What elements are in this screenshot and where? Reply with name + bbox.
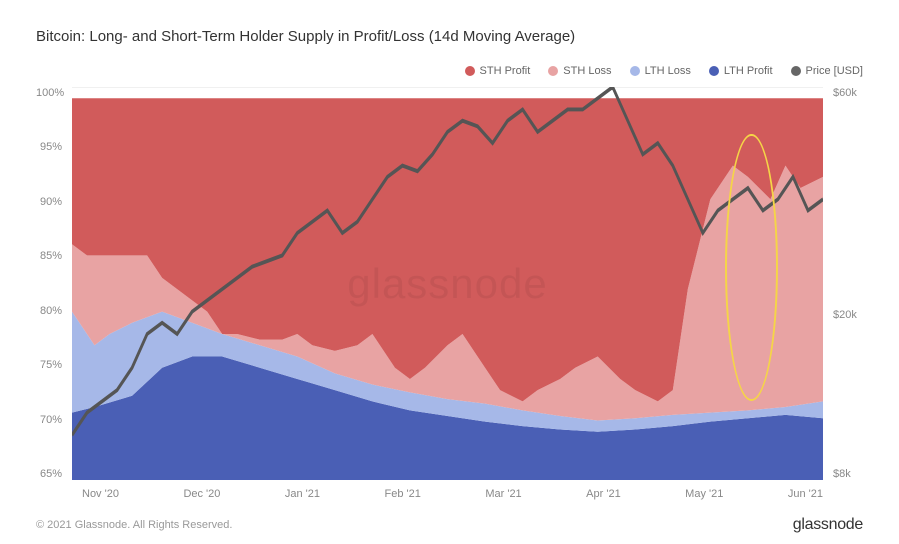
y-axis-left: 100% 95% 90% 85% 80% 75% 70% 65% (36, 87, 72, 480)
y-tick: 80% (36, 305, 62, 317)
x-tick: Nov '20 (82, 488, 119, 500)
brand-logo: glassnode (793, 516, 863, 534)
plot-area: glassnode (72, 87, 823, 480)
chart-container: Bitcoin: Long- and Short-Term Holder Sup… (0, 0, 899, 516)
footer: © 2021 Glassnode. All Rights Reserved. g… (0, 516, 899, 544)
copyright: © 2021 Glassnode. All Rights Reserved. (36, 519, 232, 531)
chart-svg (72, 87, 823, 480)
legend-item-price: Price [USD] (791, 65, 863, 77)
legend-dot (465, 66, 475, 76)
legend-label: STH Loss (563, 65, 611, 77)
x-axis: Nov '20 Dec '20 Jan '21 Feb '21 Mar '21 … (36, 480, 863, 500)
x-tick: Dec '20 (183, 488, 220, 500)
legend-label: Price [USD] (806, 65, 863, 77)
x-tick: Jan '21 (285, 488, 320, 500)
legend-dot (548, 66, 558, 76)
legend-label: LTH Profit (724, 65, 773, 77)
y-tick: 100% (36, 87, 62, 99)
x-tick: Apr '21 (586, 488, 621, 500)
legend-item-lth-loss: LTH Loss (630, 65, 691, 77)
y-tick: 65% (36, 468, 62, 480)
legend-dot (630, 66, 640, 76)
legend-dot (791, 66, 801, 76)
legend: STH Profit STH Loss LTH Loss LTH Profit … (36, 65, 863, 77)
legend-item-sth-profit: STH Profit (465, 65, 531, 77)
y-tick-right: $60k (833, 87, 863, 99)
y-axis-right: $60k $20k $8k (823, 87, 863, 480)
x-tick: Mar '21 (485, 488, 521, 500)
y-tick: 85% (36, 250, 62, 262)
y-tick-right: $20k (833, 309, 863, 321)
legend-label: LTH Loss (645, 65, 691, 77)
y-tick: 70% (36, 414, 62, 426)
y-tick: 75% (36, 359, 62, 371)
x-tick: May '21 (685, 488, 723, 500)
legend-dot (709, 66, 719, 76)
chart-area: 100% 95% 90% 85% 80% 75% 70% 65% (36, 87, 863, 480)
y-tick: 90% (36, 196, 62, 208)
legend-label: STH Profit (480, 65, 531, 77)
y-tick: 95% (36, 141, 62, 153)
legend-item-lth-profit: LTH Profit (709, 65, 773, 77)
x-tick: Feb '21 (385, 488, 421, 500)
legend-item-sth-loss: STH Loss (548, 65, 611, 77)
x-tick: Jun '21 (788, 488, 823, 500)
chart-title: Bitcoin: Long- and Short-Term Holder Sup… (36, 28, 863, 45)
y-tick-right: $8k (833, 468, 863, 480)
